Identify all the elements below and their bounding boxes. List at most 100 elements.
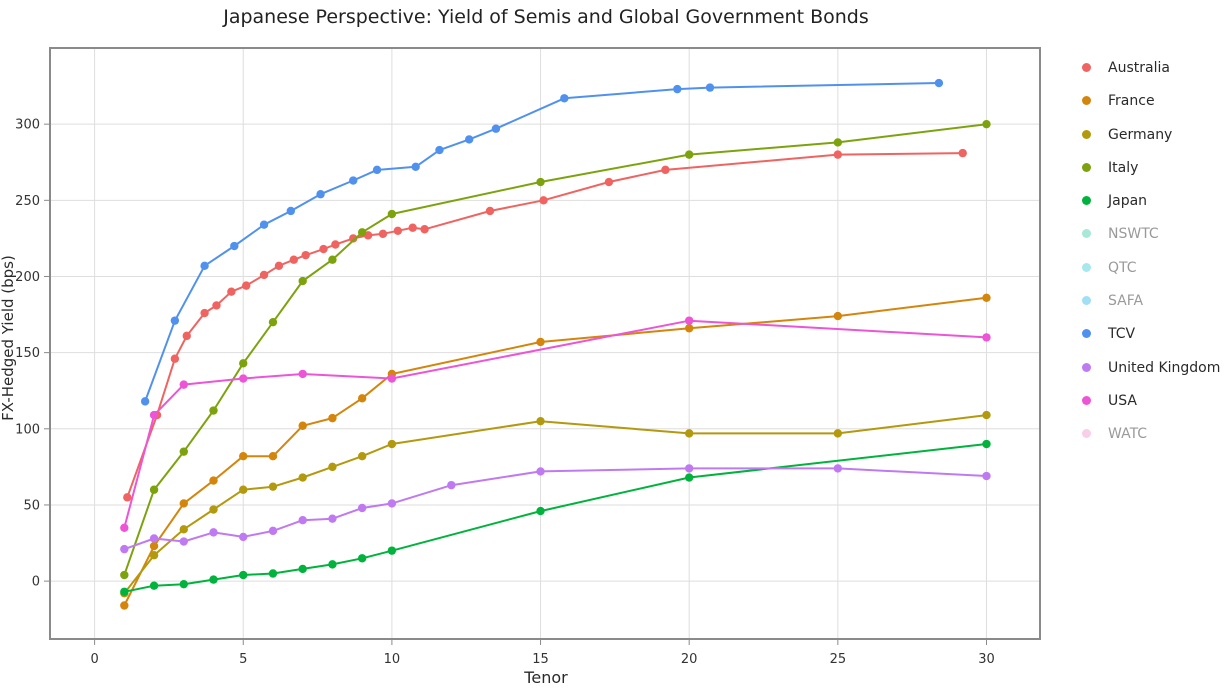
data-point-italy[interactable] [536, 177, 545, 187]
legend-item-united-kingdom[interactable]: United Kingdom [1076, 358, 1226, 391]
data-point-united-kingdom[interactable] [833, 464, 843, 473]
data-point-france[interactable] [179, 499, 188, 508]
data-point-australia[interactable] [274, 261, 284, 271]
data-point-australia[interactable] [289, 255, 298, 264]
series-tcv[interactable] [140, 78, 944, 406]
data-point-germany[interactable] [536, 416, 545, 426]
data-point-japan[interactable] [268, 569, 278, 578]
legend-item-safa[interactable]: SAFA [1076, 291, 1226, 324]
data-point-united-kingdom[interactable] [120, 544, 129, 554]
legend-item-nswtc[interactable]: NSWTC [1076, 224, 1226, 257]
data-point-united-kingdom[interactable] [447, 480, 456, 490]
data-point-usa[interactable] [149, 410, 159, 420]
data-point-usa[interactable] [298, 369, 307, 379]
legend-item-germany[interactable]: Germany [1076, 125, 1226, 158]
data-point-australia[interactable] [170, 354, 180, 363]
data-point-united-kingdom[interactable] [357, 503, 367, 513]
series-usa[interactable] [120, 316, 991, 533]
data-point-italy[interactable] [684, 150, 694, 159]
data-point-italy[interactable] [387, 209, 397, 219]
legend-item-usa[interactable]: USA [1076, 391, 1226, 424]
data-point-france[interactable] [684, 324, 694, 333]
data-point-germany[interactable] [179, 525, 188, 534]
data-point-tcv[interactable] [200, 261, 209, 271]
data-point-usa[interactable] [387, 374, 397, 383]
data-point-italy[interactable] [239, 359, 248, 368]
data-point-tcv[interactable] [259, 220, 269, 229]
data-point-france[interactable] [239, 452, 248, 461]
data-point-japan[interactable] [120, 587, 129, 596]
data-point-france[interactable] [149, 541, 159, 551]
data-point-japan[interactable] [149, 581, 159, 590]
data-point-france[interactable] [120, 601, 129, 610]
data-point-australia[interactable] [420, 225, 429, 234]
series-france[interactable] [120, 293, 991, 610]
data-point-tcv[interactable] [560, 94, 569, 103]
legend-item-tcv[interactable]: TCV [1076, 324, 1226, 357]
data-point-italy[interactable] [268, 317, 278, 327]
data-point-australia[interactable] [319, 244, 328, 254]
data-point-united-kingdom[interactable] [209, 528, 218, 537]
data-point-france[interactable] [268, 452, 278, 461]
data-point-united-kingdom[interactable] [298, 515, 307, 525]
legend-item-qtc[interactable]: QTC [1076, 258, 1226, 291]
data-point-united-kingdom[interactable] [239, 532, 248, 542]
series-united-kingdom[interactable] [120, 464, 991, 554]
data-point-united-kingdom[interactable] [179, 537, 188, 546]
series-germany[interactable] [120, 410, 991, 598]
data-point-united-kingdom[interactable] [268, 526, 278, 536]
data-point-australia[interactable] [958, 148, 967, 158]
data-point-tcv[interactable] [140, 397, 150, 406]
data-point-australia[interactable] [212, 301, 221, 310]
data-point-japan[interactable] [209, 575, 218, 584]
data-point-united-kingdom[interactable] [149, 534, 159, 543]
data-point-usa[interactable] [239, 374, 248, 383]
data-point-japan[interactable] [298, 564, 307, 574]
data-point-germany[interactable] [209, 505, 218, 514]
data-point-italy[interactable] [357, 228, 367, 237]
data-point-germany[interactable] [298, 473, 307, 482]
series-australia[interactable] [123, 148, 967, 502]
data-point-germany[interactable] [328, 462, 337, 472]
data-point-australia[interactable] [408, 223, 417, 232]
data-point-australia[interactable] [242, 281, 251, 290]
data-point-australia[interactable] [301, 250, 310, 260]
series-japan[interactable] [120, 439, 991, 596]
data-point-japan[interactable] [982, 439, 991, 449]
data-point-united-kingdom[interactable] [536, 467, 545, 476]
data-point-australia[interactable] [227, 287, 236, 296]
data-point-tcv[interactable] [435, 145, 444, 155]
data-point-germany[interactable] [268, 482, 278, 491]
series-italy[interactable] [120, 119, 991, 580]
data-point-united-kingdom[interactable] [328, 514, 337, 523]
data-point-tcv[interactable] [372, 165, 382, 175]
legend-item-italy[interactable]: Italy [1076, 158, 1226, 191]
data-point-italy[interactable] [179, 447, 188, 456]
data-point-germany[interactable] [387, 439, 397, 449]
data-point-france[interactable] [298, 421, 307, 430]
data-point-tcv[interactable] [316, 190, 325, 199]
data-point-germany[interactable] [239, 485, 248, 494]
data-point-tcv[interactable] [491, 124, 501, 133]
data-point-germany[interactable] [982, 410, 991, 420]
data-point-france[interactable] [357, 394, 367, 403]
data-point-tcv[interactable] [286, 206, 296, 216]
data-point-australia[interactable] [200, 308, 209, 318]
data-point-australia[interactable] [331, 240, 340, 249]
legend-item-japan[interactable]: Japan [1076, 191, 1226, 224]
data-point-united-kingdom[interactable] [387, 499, 397, 508]
data-point-australia[interactable] [123, 493, 132, 502]
data-point-france[interactable] [328, 413, 337, 423]
legend-item-australia[interactable]: Australia [1076, 58, 1226, 91]
data-point-italy[interactable] [120, 570, 129, 580]
data-point-italy[interactable] [209, 406, 218, 415]
data-point-france[interactable] [536, 337, 545, 347]
data-point-tcv[interactable] [349, 176, 358, 185]
data-point-italy[interactable] [149, 485, 159, 494]
data-point-australia[interactable] [182, 331, 191, 341]
data-point-united-kingdom[interactable] [684, 464, 694, 473]
data-point-australia[interactable] [661, 165, 670, 175]
data-point-japan[interactable] [387, 546, 397, 555]
data-point-australia[interactable] [349, 234, 358, 243]
data-point-japan[interactable] [239, 570, 248, 580]
